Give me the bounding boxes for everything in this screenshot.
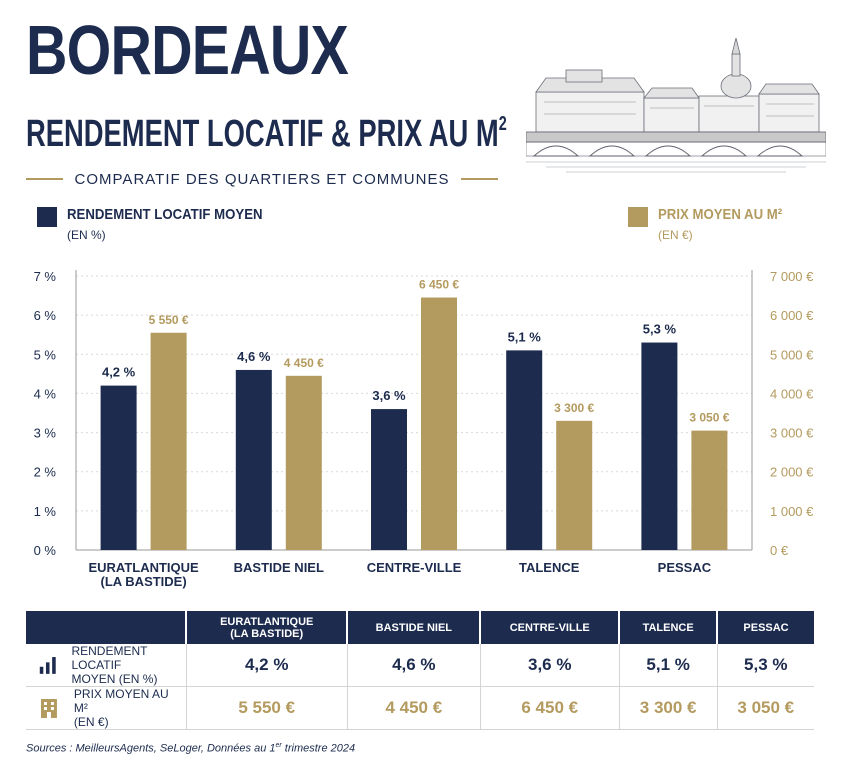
page-subtitle: RENDEMENT LOCATIF & PRIX AU M2 bbox=[26, 104, 507, 154]
table-header-row: EURATLANTIQUE (LA BASTIDE) BASTIDE NIEL C… bbox=[26, 611, 814, 644]
y-tick-label-left: 0 % bbox=[34, 543, 57, 558]
tagline: COMPARATIF DES QUARTIERS ET COMMUNES bbox=[74, 170, 450, 188]
table-cell: 6 450 € bbox=[479, 686, 620, 730]
tagline-row: COMPARATIF DES QUARTIERS ET COMMUNES bbox=[26, 169, 499, 189]
bar-yield bbox=[100, 385, 137, 550]
table-header-bastide-niel: BASTIDE NIEL bbox=[346, 611, 481, 644]
bar-price bbox=[691, 430, 728, 550]
bar-yield bbox=[235, 369, 272, 550]
table-cell: 3,6 % bbox=[479, 644, 620, 687]
sources-text-end: trimestre 2024 bbox=[281, 742, 356, 755]
table-header-talence: TALENCE bbox=[618, 611, 718, 644]
subtitle-text: RENDEMENT LOCATIF & PRIX AU M bbox=[26, 113, 499, 155]
table-cell: 3 300 € bbox=[618, 686, 718, 730]
row-label-line: (EN €) bbox=[73, 715, 109, 729]
data-label-yield: 3,6 % bbox=[372, 388, 406, 403]
bar-chart-icon bbox=[39, 657, 56, 674]
table-cell: 4 450 € bbox=[346, 686, 481, 730]
summary-table: EURATLANTIQUE (LA BASTIDE) BASTIDE NIEL C… bbox=[26, 611, 814, 730]
table-row: RENDEMENT LOCATIF MOYEN (EN %) 4,2 % 4,6… bbox=[26, 644, 814, 687]
y-tick-label-left: 2 % bbox=[34, 465, 57, 480]
bar-yield bbox=[371, 409, 407, 550]
data-label-yield: 5,1 % bbox=[508, 329, 542, 344]
table-header-line: EURATLANTIQUE bbox=[220, 615, 314, 628]
legend-price: PRIX MOYEN AU M² (EN €) bbox=[628, 206, 799, 242]
table-cell: 4,6 % bbox=[346, 644, 481, 687]
bar-chart: 0 % 1 % 2 % 3 % 4 % 5 % 6 % 7 % 0 € 1 000 € 2 000 … bbox=[34, 269, 815, 589]
table-header-euratlantique: EURATLANTIQUE (LA BASTIDE) bbox=[184, 611, 348, 644]
data-label-yield: 5,3 % bbox=[643, 322, 677, 337]
table-cell: 4,2 % bbox=[185, 644, 348, 687]
legend-yield-unit: (EN %) bbox=[67, 228, 106, 242]
table-header-centre-ville: CENTRE-VILLE bbox=[479, 611, 620, 644]
table-row-label-price: PRIX MOYEN AU M² (EN €) bbox=[26, 686, 186, 730]
table-cell: 3 050 € bbox=[716, 686, 814, 730]
row-label-line: PRIX MOYEN AU M² bbox=[73, 687, 169, 715]
table-header-pessac: PESSAC bbox=[716, 611, 814, 644]
y-tick-label-right: 1 000 € bbox=[770, 504, 814, 519]
legend-price-unit: (EN €) bbox=[658, 228, 693, 242]
y-tick-label-left: 3 % bbox=[34, 426, 57, 441]
legend-swatch-yield bbox=[37, 207, 57, 227]
table-row-label-yield: RENDEMENT LOCATIF MOYEN (EN %) bbox=[26, 644, 186, 687]
x-category-label: BASTIDE NIEL bbox=[234, 560, 324, 575]
table-row: PRIX MOYEN AU M² (EN €) 5 550 € 4 450 € … bbox=[26, 686, 814, 730]
bar-price bbox=[421, 297, 457, 550]
data-label-price: 4 450 € bbox=[284, 356, 324, 370]
sources-note: Sources : MeilleursAgents, SeLoger, Donn… bbox=[26, 742, 355, 755]
legend-yield-text: RENDEMENT LOCATIF MOYEN (EN %) bbox=[67, 206, 289, 242]
sources-superscript: er bbox=[275, 742, 282, 749]
table-cell: 5 550 € bbox=[185, 686, 348, 730]
bar-yield bbox=[506, 350, 543, 550]
page-title: BORDEAUX bbox=[26, 11, 349, 89]
bar-yield bbox=[641, 342, 678, 550]
legend-price-text: PRIX MOYEN AU M² (EN €) bbox=[658, 206, 799, 242]
x-category-label: PESSAC bbox=[658, 560, 712, 575]
y-tick-label-left: 7 % bbox=[34, 269, 57, 284]
y-tick-label-right: 2 000 € bbox=[770, 465, 814, 480]
data-label-price: 6 450 € bbox=[419, 278, 459, 292]
building-icon bbox=[40, 699, 57, 718]
data-label-price: 3 300 € bbox=[554, 401, 594, 415]
y-tick-label-right: 3 000 € bbox=[770, 426, 814, 441]
y-tick-label-left: 6 % bbox=[34, 308, 57, 323]
data-label-price: 5 550 € bbox=[149, 313, 189, 327]
row-label-line: RENDEMENT LOCATIF bbox=[71, 644, 148, 672]
table-corner bbox=[26, 611, 186, 644]
y-tick-label-right: 7 000 € bbox=[770, 269, 814, 284]
sources-text: Sources : MeilleursAgents, SeLoger, Donn… bbox=[26, 742, 276, 755]
title-block: BORDEAUX RENDEMENT LOCATIF & PRIX AU M2 … bbox=[26, 11, 507, 188]
bar-price bbox=[150, 332, 187, 550]
tagline-rule-left bbox=[26, 178, 63, 180]
row-label-line: MOYEN (EN %) bbox=[71, 672, 158, 686]
legend-yield: RENDEMENT LOCATIF MOYEN (EN %) bbox=[37, 206, 289, 242]
x-category-label: TALENCE bbox=[519, 560, 580, 575]
bar-price bbox=[285, 375, 322, 550]
x-category-label: EURATLANTIQUE bbox=[88, 560, 199, 575]
table-cell: 5,3 % bbox=[716, 644, 814, 687]
x-category-label: (LA BASTIDE) bbox=[101, 574, 187, 589]
y-tick-label-left: 5 % bbox=[34, 347, 57, 362]
y-tick-label-left: 1 % bbox=[34, 504, 57, 519]
legend-price-title: PRIX MOYEN AU M² bbox=[658, 206, 783, 223]
data-label-yield: 4,2 % bbox=[102, 365, 136, 380]
legend-swatch-price bbox=[628, 207, 648, 227]
data-label-price: 3 050 € bbox=[689, 411, 729, 425]
subtitle-superscript: 2 bbox=[498, 113, 507, 135]
x-category-label: CENTRE-VILLE bbox=[367, 560, 462, 575]
y-tick-label-right: 0 € bbox=[770, 543, 789, 558]
tagline-rule-right bbox=[461, 178, 499, 180]
y-tick-label-right: 5 000 € bbox=[770, 347, 814, 362]
table-header-line: (LA BASTIDE) bbox=[230, 627, 304, 640]
legend-yield-title: RENDEMENT LOCATIF MOYEN bbox=[67, 206, 263, 223]
data-label-yield: 4,6 % bbox=[237, 349, 271, 364]
bordeaux-bridge-illustration bbox=[526, 37, 826, 173]
table-cell: 5,1 % bbox=[618, 644, 718, 687]
y-tick-label-right: 4 000 € bbox=[770, 386, 814, 401]
y-tick-label-right: 6 000 € bbox=[770, 308, 814, 323]
y-tick-label-left: 4 % bbox=[34, 386, 57, 401]
bar-price bbox=[556, 420, 593, 550]
